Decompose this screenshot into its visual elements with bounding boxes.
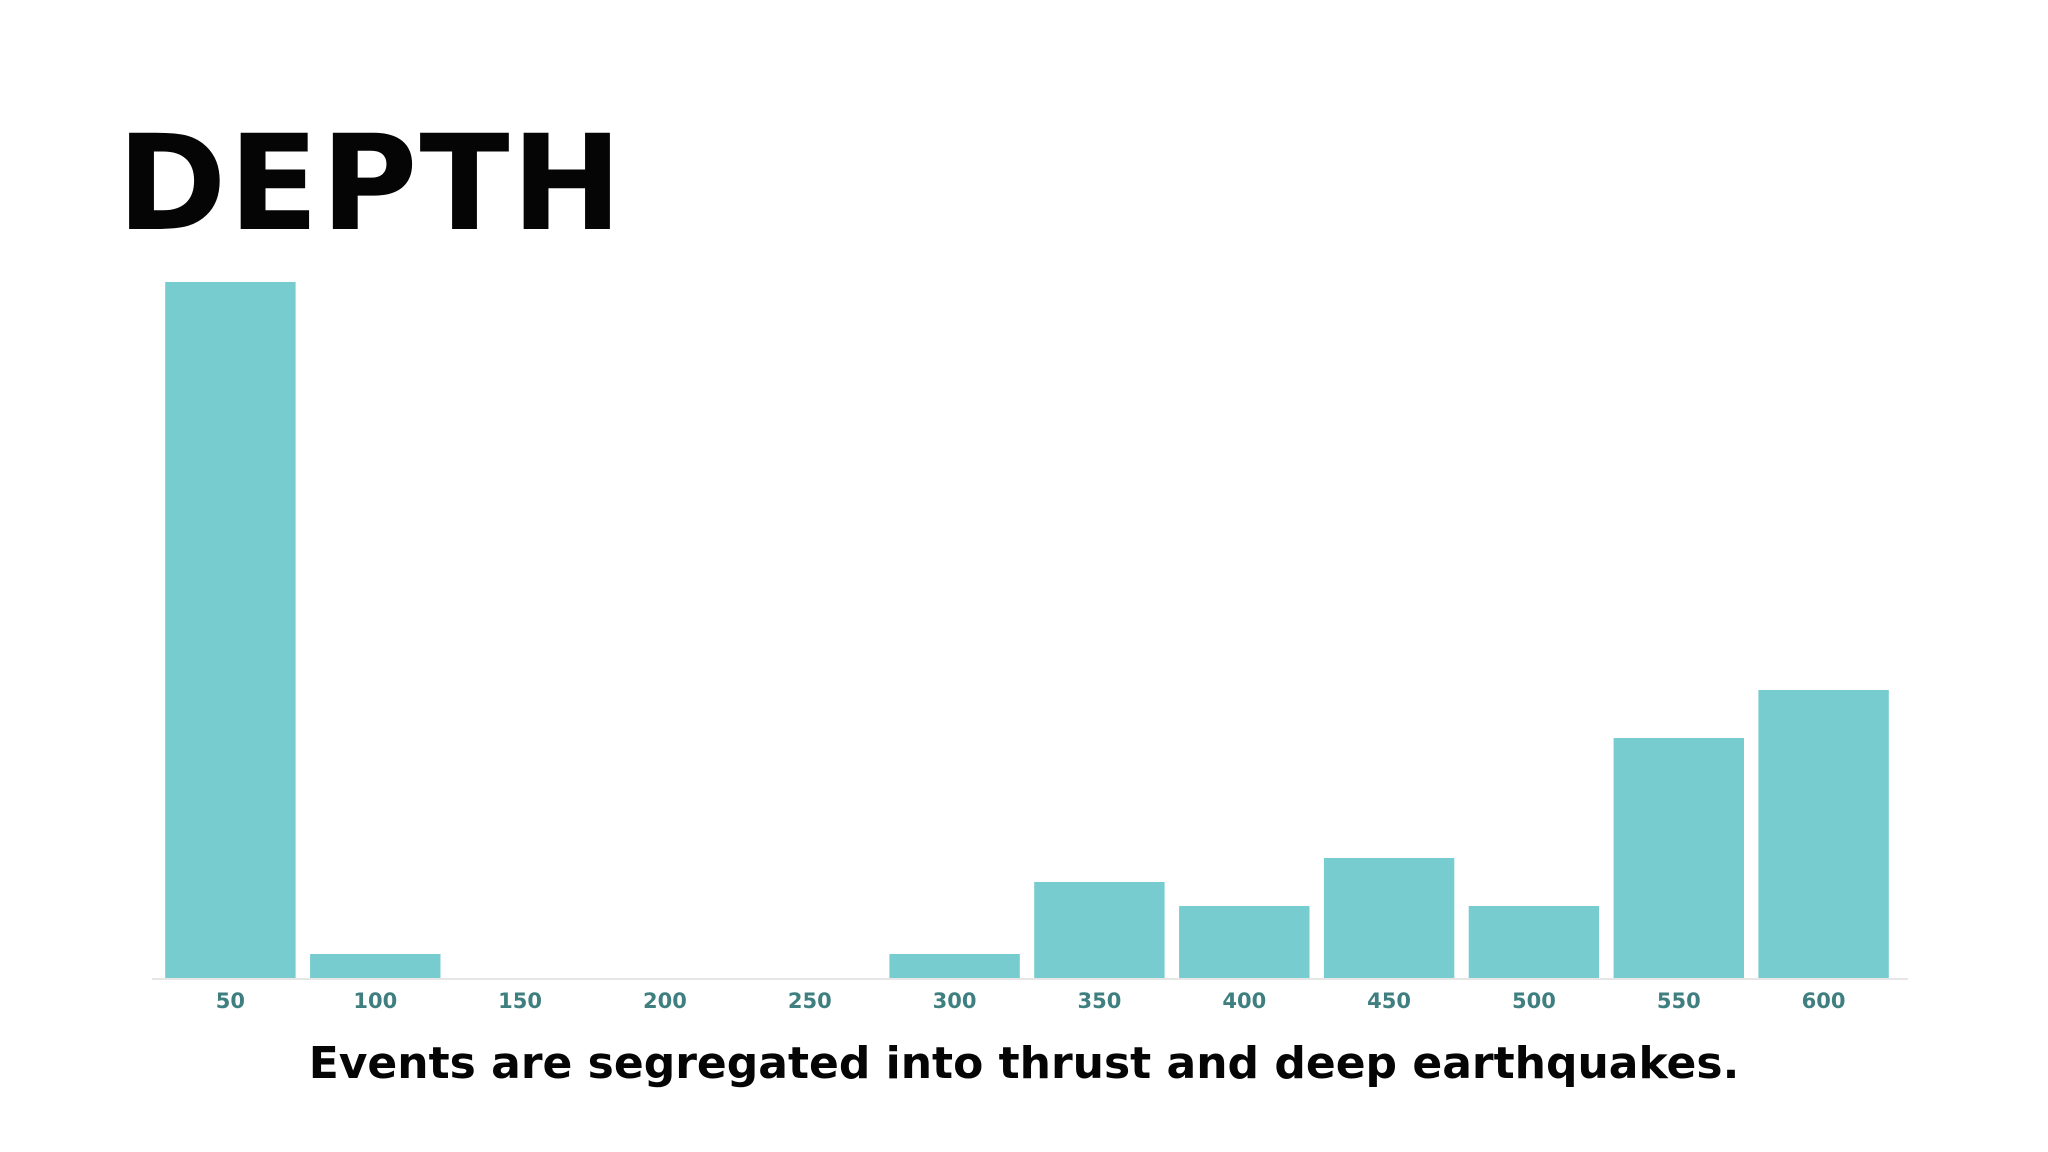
chart-title: DEPTH	[117, 107, 624, 261]
x-tick-label-300: 300	[933, 989, 977, 1013]
bars-group	[165, 282, 1889, 978]
bar-550	[1613, 738, 1744, 978]
bar-400	[1179, 906, 1310, 978]
bar-300	[889, 954, 1020, 978]
x-tick-label-600: 600	[1802, 989, 1846, 1013]
bar-450	[1323, 858, 1455, 978]
x-tick-label-400: 400	[1222, 989, 1266, 1013]
bar-100	[310, 954, 441, 978]
x-tick-labels: 50 100 150 200 250 300 350 400 450 500 550 600	[216, 989, 1846, 1013]
x-tick-label-450: 450	[1367, 989, 1411, 1013]
x-tick-label-350: 350	[1077, 989, 1121, 1013]
chart-caption: Events are segregated into thrust and de…	[308, 1038, 1740, 1089]
x-tick-label-500: 500	[1512, 989, 1556, 1013]
bar-350	[1034, 882, 1165, 978]
x-tick-label-100: 100	[353, 989, 397, 1013]
x-tick-label-150: 150	[498, 989, 542, 1013]
x-tick-label-250: 250	[788, 989, 832, 1013]
x-tick-label-200: 200	[643, 989, 687, 1013]
bar-50	[165, 282, 296, 978]
bar-500	[1468, 906, 1600, 978]
x-tick-label-50: 50	[216, 989, 245, 1013]
bar-600	[1758, 690, 1889, 978]
x-tick-label-550: 550	[1657, 989, 1701, 1013]
